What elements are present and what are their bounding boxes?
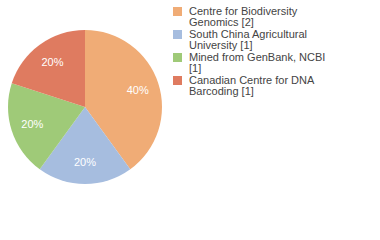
legend-swatch (173, 53, 182, 62)
legend-label: South China AgriculturalUniversity [1] (189, 28, 307, 51)
pie-slice (12, 30, 85, 107)
chart: 40% 20% 20% 20% Centre for BiodiversityGenom… (0, 0, 380, 240)
legend-swatch (173, 76, 182, 85)
legend-label: Centre for BiodiversityGenomics [2] (189, 5, 298, 28)
legend-swatch (173, 7, 182, 16)
data-label: 20% (21, 118, 43, 130)
legend: Centre for BiodiversityGenomics [2]South… (173, 5, 325, 97)
pie: 40% 20% 20% 20% (8, 30, 162, 184)
legend-item: Mined from GenBank, NCBI[1] (173, 51, 325, 74)
legend-label: Canadian Centre for DNABarcoding [1] (189, 74, 315, 97)
data-label: 20% (74, 156, 96, 168)
data-label: 20% (41, 56, 63, 68)
legend-item: Canadian Centre for DNABarcoding [1] (173, 74, 315, 97)
legend-item: South China AgriculturalUniversity [1] (173, 28, 307, 51)
data-label: 40% (127, 84, 149, 96)
legend-label: Mined from GenBank, NCBI[1] (189, 51, 325, 74)
legend-swatch (173, 30, 182, 39)
legend-item: Centre for BiodiversityGenomics [2] (173, 5, 298, 28)
